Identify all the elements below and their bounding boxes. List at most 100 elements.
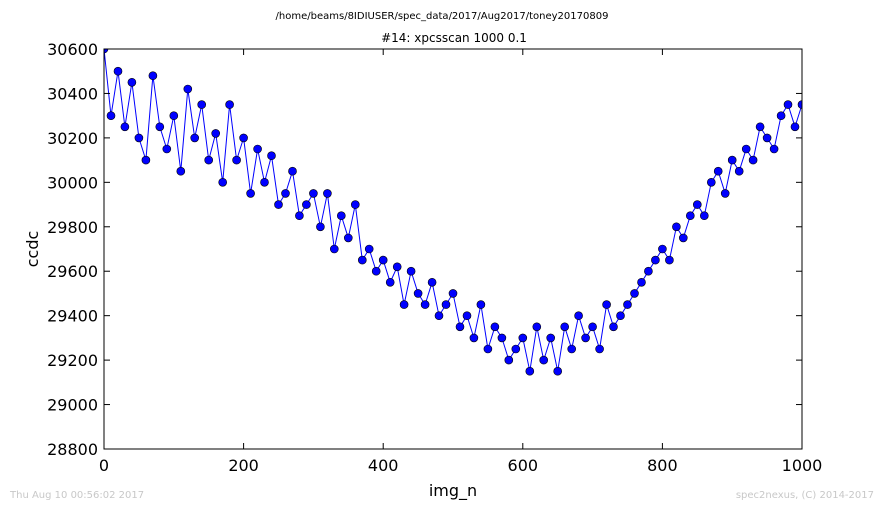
data-point xyxy=(120,122,130,132)
file-path-header: /home/beams/8IDIUSER/spec_data/2017/Aug2… xyxy=(276,11,609,22)
data-point xyxy=(336,211,346,220)
data-point xyxy=(720,189,730,198)
data-point xyxy=(699,211,709,220)
x-tick-label: 600 xyxy=(508,456,539,475)
data-point xyxy=(755,122,765,132)
data-point xyxy=(651,255,660,265)
data-point xyxy=(113,66,123,76)
data-point xyxy=(204,155,213,165)
data-point xyxy=(476,300,486,309)
data-point xyxy=(323,189,332,198)
y-axis-label: ccdc xyxy=(23,231,42,268)
data-point xyxy=(183,84,193,94)
y-tick-label: 29800 xyxy=(47,218,98,237)
data-point xyxy=(371,266,381,276)
data-point xyxy=(295,211,304,220)
data-point xyxy=(665,255,674,265)
data-point xyxy=(329,244,339,254)
data-point xyxy=(678,233,688,243)
data-point xyxy=(741,144,751,154)
data-point xyxy=(658,244,667,254)
data-point xyxy=(609,322,618,332)
data-point xyxy=(713,166,723,176)
data-point xyxy=(455,322,465,332)
data-point xyxy=(281,189,290,198)
data-point xyxy=(762,133,772,143)
data-point xyxy=(685,211,695,220)
data-point xyxy=(141,155,151,165)
data-point xyxy=(169,111,179,120)
data-point xyxy=(546,333,556,343)
data-point xyxy=(567,344,577,354)
data-point xyxy=(706,178,716,187)
data-point xyxy=(406,266,416,276)
data-point xyxy=(644,266,653,276)
data-point xyxy=(309,189,318,198)
data-point xyxy=(350,200,360,209)
data-point xyxy=(232,155,241,165)
data-point xyxy=(776,111,786,120)
x-tick-label: 400 xyxy=(368,456,399,475)
data-point xyxy=(104,49,109,54)
footer-timestamp: Thu Aug 10 00:56:02 2017 xyxy=(9,490,144,501)
data-point xyxy=(267,151,276,160)
data-point xyxy=(378,255,388,265)
data-point xyxy=(239,133,248,143)
x-axis: 0 200 400 600 800 1000 xyxy=(99,49,822,475)
data-point xyxy=(532,322,542,332)
data-point xyxy=(385,277,395,287)
x-tick-label: 1000 xyxy=(782,456,823,475)
data-point xyxy=(783,100,793,109)
data-point xyxy=(441,300,451,309)
data-point xyxy=(155,122,165,132)
data-point xyxy=(727,155,737,165)
data-point xyxy=(211,129,220,138)
data-point xyxy=(511,344,521,354)
y-tick-label: 30000 xyxy=(47,173,98,192)
data-point xyxy=(469,333,479,343)
data-point xyxy=(162,144,172,154)
y-tick-label: 30600 xyxy=(47,40,98,59)
data-point xyxy=(490,322,500,332)
data-point xyxy=(504,355,514,365)
data-point xyxy=(134,133,144,143)
plot-area xyxy=(103,48,803,450)
data-point xyxy=(588,322,597,332)
data-point xyxy=(602,300,611,309)
chart-title: #14: xpcsscan 1000 0.1 xyxy=(381,31,527,45)
data-point xyxy=(343,233,353,243)
data-point xyxy=(553,366,563,376)
data-point xyxy=(420,300,430,309)
data-point xyxy=(218,178,227,187)
data-point xyxy=(399,300,409,309)
data-point xyxy=(616,311,625,321)
y-tick-label: 29000 xyxy=(47,396,98,415)
plot-frame xyxy=(103,48,803,450)
data-point xyxy=(357,255,367,265)
data-point xyxy=(427,277,437,287)
data-point xyxy=(434,311,444,321)
y-tick-label: 29400 xyxy=(47,307,98,326)
y-tick-label: 29600 xyxy=(47,262,98,281)
data-point xyxy=(413,289,423,298)
data-point xyxy=(197,100,206,109)
data-point xyxy=(316,222,325,232)
series-line xyxy=(104,49,802,372)
data-point xyxy=(176,166,186,176)
data-point xyxy=(448,289,458,298)
y-tick-label: 30200 xyxy=(47,129,98,148)
data-point xyxy=(246,189,255,198)
data-point xyxy=(790,122,800,132)
data-point xyxy=(127,78,137,87)
data-point xyxy=(302,200,311,209)
data-point xyxy=(692,200,702,209)
data-point xyxy=(539,355,549,365)
data-point xyxy=(672,222,681,232)
data-point xyxy=(190,133,199,143)
x-tick-label: 0 xyxy=(99,456,109,475)
series-layer xyxy=(104,49,802,376)
data-point xyxy=(581,333,590,343)
data-point xyxy=(106,111,116,120)
y-axis: 28800 29000 29200 29400 29600 29800 30000 30200… xyxy=(47,40,802,459)
